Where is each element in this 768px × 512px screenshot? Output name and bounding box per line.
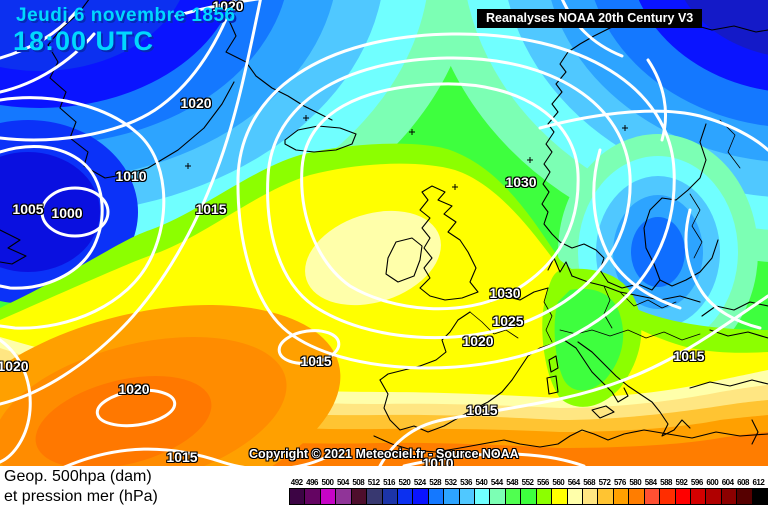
colorbar-value: 604 [721,478,734,487]
weather-field-svg [0,0,768,466]
pressure-label: 1005 [12,201,44,217]
colorbar-value: 552 [521,478,534,487]
colorbar-value: 532 [444,478,457,487]
colorbar-cell [660,489,676,504]
pressure-label: 1000 [51,205,83,221]
colorbar-cell [567,489,584,504]
colorbar-cell [351,489,368,504]
colorbar-cell [675,489,691,504]
pressure-label: 1030 [505,174,537,190]
legend-strip: Geop. 500hpa (dam) et pression mer (hPa)… [0,466,768,512]
colorbar-value: 556 [537,478,549,487]
colorbar-value: 576 [613,478,626,487]
colorbar-value: 584 [644,478,657,487]
colorbar-value: 580 [629,478,642,487]
colorbar-value: 544 [490,478,503,487]
colorbar-cell [367,489,383,504]
colorbar-cell [613,489,630,504]
pressure-label: 1010 [422,455,454,466]
colorbar-value: 596 [690,478,703,487]
colorbar-cell [459,489,476,504]
colorbar-value: 512 [367,478,380,487]
colorbar-value: 496 [306,478,319,487]
colorbar-cell [382,489,398,504]
colorbar-cell [428,489,445,504]
colorbar-cell [752,489,768,504]
pressure-label: 1020 [0,358,29,374]
colorbar-cell [690,489,707,504]
colorbar-cell [336,489,352,504]
colorbar-value: 600 [706,478,719,487]
pressure-label: 1020 [118,381,150,397]
model-badge: Reanalyses NOAA 20th Century V3 [477,9,703,28]
colorbar-value: 516 [383,478,395,487]
colorbar-cell [305,489,321,504]
pressure-label: 1020 [180,95,212,111]
colorbar-value: 492 [290,478,303,487]
colorbar-value: 520 [398,478,411,487]
map-canvas: 1020 1020 1010 1005 1000 1015 1030 1030 1025 1020… [0,0,768,466]
colorbar-value: 608 [737,478,749,487]
colorbar-value: 588 [660,478,672,487]
colorbar-cell [320,489,337,504]
colorbar-cell [490,489,506,504]
legend-line2: et pression mer (hPa) [4,488,158,505]
copyright-label: Copyright © 2021 Meteociel.fr - Source N… [249,447,519,461]
date-label: Jeudi 6 novembre 1856 [16,5,236,26]
pressure-label: 1015 [466,402,498,418]
legend-line1: Geop. 500hpa (dam) [4,468,152,485]
colorbar-value: 504 [336,478,349,487]
pressure-label: 1030 [489,285,521,301]
colorbar-cell [583,489,599,504]
colorbar-value: 560 [552,478,565,487]
colorbar-cell [737,489,753,504]
colorbar-value: 564 [567,478,580,487]
colorbar-cell [644,489,661,504]
header-datetime: Jeudi 6 novembre 1856 18:00 UTC [13,5,236,56]
colorbar-cell [552,489,568,504]
isobar-lines [0,0,768,466]
colorbar-value: 508 [352,478,365,487]
pressure-label: 1020 [462,333,494,349]
colorbar-cell [629,489,645,504]
pressure-label: 1015 [195,201,227,217]
colorbar-cell [290,489,306,504]
colorbar-cell [706,489,722,504]
colorbar-cell [444,489,460,504]
colorbar-value: 612 [752,478,765,487]
colorbar-value: 592 [675,478,688,487]
colorbar-cell [505,489,522,504]
colorbar-value: 548 [506,478,519,487]
colorbar-value: 524 [413,478,426,487]
colorbar-value: 528 [429,478,442,487]
pressure-label: 1015 [300,353,332,369]
colorbar-value: 568 [583,478,596,487]
pressure-label: 1025 [492,313,524,329]
colorbar-value: 540 [475,478,488,487]
colorbar-cell [521,489,537,504]
colorbar-values: 492 496 500 504 508 512 516 520 524 528 532 536 540 5… [289,478,766,487]
colorbar: 492 496 500 504 508 512 516 520 524 528 532 536 540 5… [289,478,768,505]
colorbar-value: 572 [598,478,611,487]
pressure-label: 1010 [115,168,147,184]
colorbar-cell [721,489,738,504]
station-marks [185,115,628,190]
colorbar-cell [598,489,614,504]
colorbar-cell [397,489,414,504]
colorbar-cell [536,489,553,504]
colorbar-cell [413,489,429,504]
colorbar-value: 536 [460,478,472,487]
colorbar-cells [289,488,768,505]
pressure-label: 1015 [673,348,705,364]
colorbar-value: 500 [321,478,334,487]
pressure-label: 1015 [166,449,198,465]
colorbar-cell [475,489,491,504]
pressure-label: 1020 [212,0,244,14]
time-label: 18:00 UTC [13,26,155,56]
